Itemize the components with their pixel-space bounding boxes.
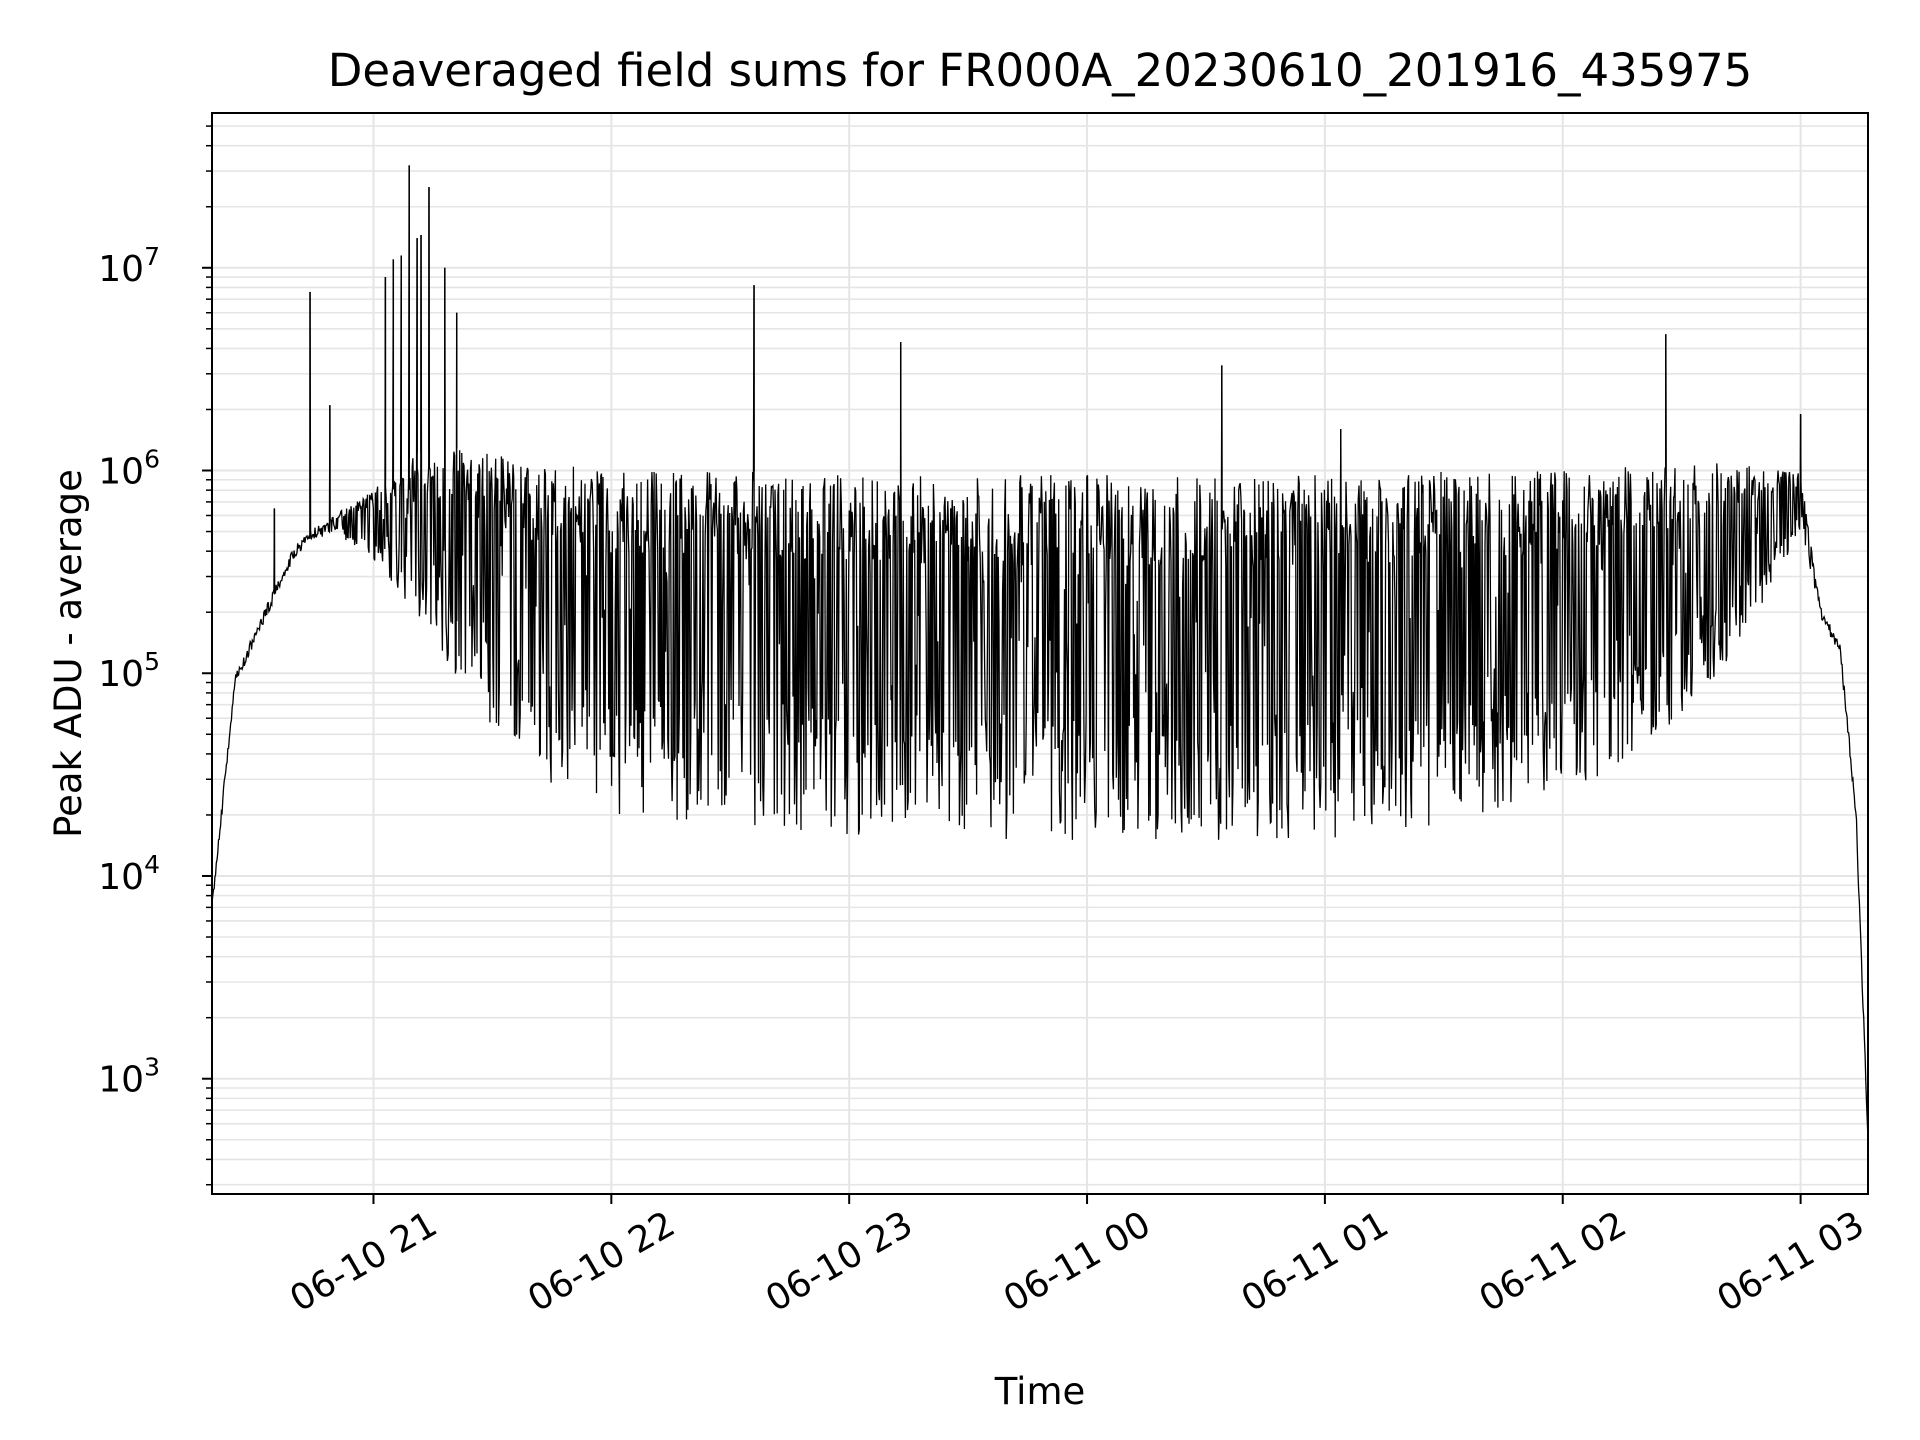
- x-axis-label: Time: [994, 1370, 1086, 1413]
- series-line: [211, 165, 1869, 1140]
- chart-title: Deaveraged field sums for FR000A_2023061…: [328, 44, 1753, 97]
- y-axis-label: Peak ADU - average: [47, 469, 90, 838]
- y-tick-label: 103: [98, 1053, 160, 1101]
- data-series: [211, 165, 1869, 1140]
- y-tick-label: 104: [98, 850, 160, 898]
- grid-lines: [212, 113, 1868, 1194]
- y-tick-label: 105: [98, 647, 160, 695]
- plot-frame: [211, 112, 1869, 1195]
- y-tick-label: 106: [98, 445, 160, 493]
- y-tick-label: 107: [98, 242, 160, 290]
